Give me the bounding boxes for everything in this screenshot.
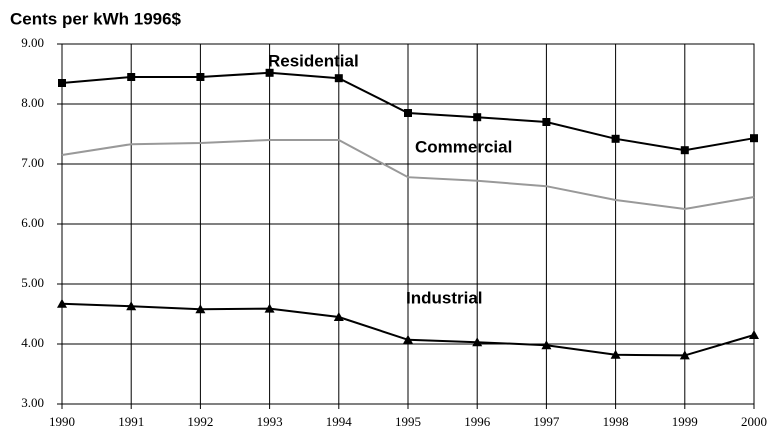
marker	[541, 340, 552, 350]
marker	[680, 146, 689, 155]
x-tick-label: 1993	[257, 414, 283, 429]
x-tick-label: 2000	[741, 414, 767, 429]
y-tick-label: 8.00	[21, 95, 44, 110]
marker	[127, 73, 136, 81]
y-tick-label: 4.00	[21, 335, 44, 350]
marker	[195, 304, 206, 314]
chart-title: Cents per kWh 1996$	[10, 9, 182, 28]
marker	[472, 337, 483, 347]
marker	[334, 74, 343, 83]
series-label: Residential	[268, 51, 359, 70]
y-tick-label: 9.00	[21, 35, 44, 50]
y-tick-label: 3.00	[21, 395, 44, 410]
x-tick-label: 1997	[533, 414, 560, 429]
x-tick-label: 1994	[326, 414, 353, 429]
marker	[265, 68, 274, 77]
x-tick-label: 1996	[464, 414, 491, 429]
x-tick-label: 1992	[187, 414, 213, 429]
series-label: Commercial	[415, 137, 512, 156]
marker	[542, 118, 551, 126]
marker	[679, 350, 690, 360]
x-tick-label: 1999	[672, 414, 698, 429]
marker	[58, 79, 66, 87]
marker	[750, 134, 758, 143]
y-tick-label: 7.00	[21, 155, 44, 170]
marker	[196, 73, 205, 81]
y-tick-label: 5.00	[21, 275, 44, 290]
marker	[473, 113, 482, 122]
marker	[404, 109, 412, 117]
marker	[611, 134, 620, 143]
marker	[403, 334, 413, 344]
marker	[749, 330, 759, 339]
marker	[264, 303, 275, 313]
marker	[57, 298, 67, 308]
marker	[126, 301, 137, 311]
marker	[610, 349, 621, 359]
x-tick-label: 1991	[118, 414, 144, 429]
x-tick-label: 1990	[49, 414, 75, 429]
series-label: Industrial	[406, 288, 483, 307]
y-tick-label: 6.00	[21, 215, 44, 230]
x-tick-label: 1998	[603, 414, 629, 429]
x-tick-label: 1995	[395, 414, 421, 429]
marker	[333, 312, 344, 321]
series-line	[61, 139, 755, 211]
